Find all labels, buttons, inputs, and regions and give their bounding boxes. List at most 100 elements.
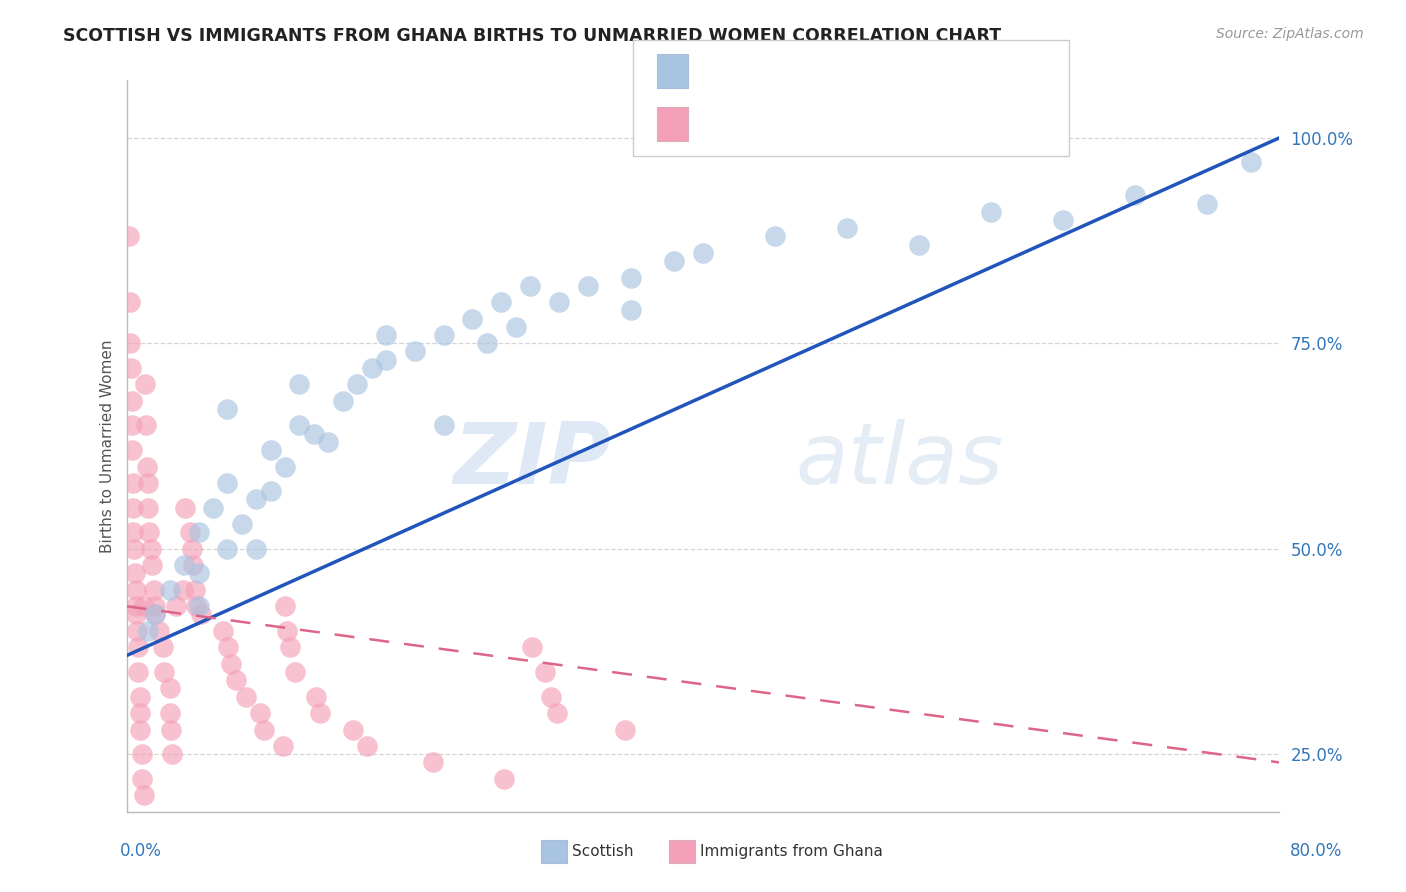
Point	[219, 657, 242, 671]
Point	[235, 690, 257, 704]
Text: 75: 75	[868, 112, 893, 130]
Point	[135, 418, 157, 433]
Point	[174, 500, 197, 515]
Point	[288, 418, 311, 433]
Point	[125, 582, 148, 597]
Point	[1125, 188, 1147, 202]
Point	[505, 319, 527, 334]
Point	[159, 681, 181, 696]
Point	[245, 541, 267, 556]
Point	[360, 360, 382, 375]
Point	[217, 402, 239, 417]
Point	[1240, 155, 1263, 169]
Point	[835, 221, 858, 235]
Text: Immigrants from Ghana: Immigrants from Ghana	[700, 845, 883, 859]
Point	[165, 599, 187, 614]
Point	[217, 541, 239, 556]
Point	[143, 599, 166, 614]
Point	[121, 418, 143, 433]
Point	[253, 723, 276, 737]
Y-axis label: Births to Unmarried Women: Births to Unmarried Women	[100, 339, 115, 553]
Point	[153, 665, 176, 679]
Point	[356, 739, 378, 753]
Point	[141, 558, 163, 573]
Point	[179, 525, 201, 540]
Point	[120, 360, 142, 375]
Point	[187, 525, 209, 540]
Text: 80.0%: 80.0%	[1291, 842, 1343, 860]
Point	[181, 541, 204, 556]
Point	[692, 245, 714, 260]
Point	[546, 706, 568, 720]
Point	[143, 607, 166, 622]
Text: N =: N =	[825, 112, 862, 130]
Point	[136, 475, 159, 490]
Point	[145, 607, 166, 622]
Point	[249, 706, 271, 720]
Point	[139, 541, 162, 556]
Point	[122, 500, 145, 515]
Point	[374, 352, 398, 367]
Point	[614, 723, 637, 737]
Point	[134, 377, 156, 392]
Point	[217, 640, 239, 655]
Point	[404, 344, 426, 359]
Point	[1197, 196, 1219, 211]
Point	[181, 558, 204, 573]
Point	[302, 426, 325, 441]
Point	[187, 599, 209, 614]
Text: -0.026: -0.026	[744, 112, 808, 130]
Point	[540, 690, 562, 704]
Point	[231, 517, 253, 532]
Point	[187, 566, 209, 581]
Point	[138, 525, 160, 540]
Point	[259, 484, 281, 499]
Point	[152, 640, 174, 655]
Point	[172, 582, 194, 597]
Point	[121, 443, 143, 458]
Point	[217, 475, 239, 490]
Point	[274, 459, 297, 474]
Text: 48: 48	[858, 59, 883, 77]
Point	[519, 278, 541, 293]
Point	[305, 690, 328, 704]
Point	[318, 434, 340, 449]
Point	[548, 295, 571, 310]
Text: Source: ZipAtlas.com: Source: ZipAtlas.com	[1216, 27, 1364, 41]
Point	[346, 377, 368, 392]
Point	[908, 237, 931, 252]
Point	[131, 772, 153, 786]
Text: Scottish: Scottish	[572, 845, 634, 859]
Point	[980, 204, 1002, 219]
Point	[494, 772, 516, 786]
Point	[160, 723, 183, 737]
Point	[159, 582, 181, 597]
Point	[276, 624, 298, 638]
Point	[288, 377, 311, 392]
Point	[620, 303, 643, 318]
Point	[342, 723, 364, 737]
Point	[433, 328, 456, 343]
Point	[245, 492, 267, 507]
Text: N =: N =	[814, 59, 851, 77]
Point	[160, 747, 183, 762]
Point	[136, 624, 159, 638]
Point	[664, 254, 686, 268]
Text: atlas: atlas	[796, 419, 1004, 502]
Point	[143, 582, 166, 597]
Point	[374, 328, 398, 343]
Point	[212, 624, 235, 638]
Point	[122, 541, 145, 556]
Point	[491, 295, 513, 310]
Point	[422, 756, 444, 770]
Point	[173, 558, 195, 573]
Point	[475, 336, 498, 351]
Text: R =: R =	[699, 59, 735, 77]
Point	[118, 295, 141, 310]
Point	[522, 640, 544, 655]
Text: 0.610: 0.610	[744, 59, 800, 77]
Point	[124, 566, 146, 581]
Text: SCOTTISH VS IMMIGRANTS FROM GHANA BIRTHS TO UNMARRIED WOMEN CORRELATION CHART: SCOTTISH VS IMMIGRANTS FROM GHANA BIRTHS…	[63, 27, 1001, 45]
Point	[1052, 213, 1074, 227]
Point	[121, 393, 143, 408]
